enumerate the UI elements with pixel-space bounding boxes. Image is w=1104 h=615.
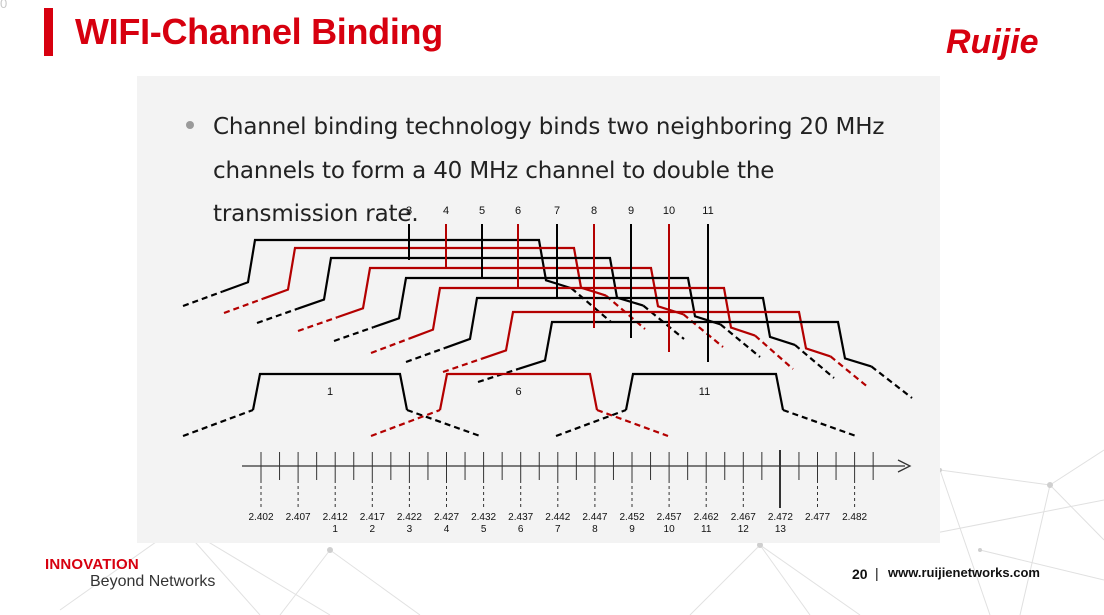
- curve-skirt-left: [182, 290, 223, 308]
- curve-skirt-right: [570, 287, 612, 323]
- frequency-label: 2.417: [360, 512, 385, 523]
- curve-skirt-left: [370, 337, 410, 355]
- curve-skirt-left: [297, 316, 338, 333]
- page-title: WIFI-Channel Binding: [75, 11, 443, 52]
- top-channel-label: 6: [515, 205, 521, 217]
- channel-number-label: 12: [738, 524, 750, 535]
- top-channel-label: 7: [554, 205, 560, 217]
- frequency-label: 2.462: [694, 512, 719, 523]
- curve-skirt-right: [870, 365, 913, 399]
- base-channel-curve: [438, 372, 599, 411]
- channel-number-label: 7: [555, 524, 561, 535]
- content-panel: [137, 76, 940, 543]
- title-accent-bar: [44, 8, 53, 56]
- curve-main: [222, 238, 572, 293]
- curve-skirt-right: [829, 355, 870, 389]
- frequency-label: 2.412: [323, 512, 348, 523]
- frequency-label: 2.442: [545, 512, 570, 523]
- curve-main: [518, 320, 872, 370]
- base-skirt-left: [182, 408, 254, 438]
- footer-separator: |: [875, 565, 879, 581]
- channel-number-label: 11: [701, 524, 712, 535]
- curve-skirt-left: [477, 367, 520, 384]
- frequency-label: 2.432: [471, 512, 496, 523]
- ruijie-logo: Ruijie: [946, 23, 1039, 61]
- base-skirt-left: [555, 408, 627, 438]
- base-channel-label: 6: [515, 386, 521, 398]
- channel-number-label: 10: [664, 524, 676, 535]
- curve-skirt-left: [442, 357, 482, 374]
- frequency-label: 2.447: [582, 512, 607, 523]
- footer-brand-line2: Beyond Networks: [90, 573, 216, 590]
- frequency-label: 2.402: [248, 512, 273, 523]
- frequency-label: 2.477: [805, 512, 830, 523]
- base-channel-curve: [251, 372, 409, 411]
- page-number: 20: [852, 566, 868, 582]
- curve-main: [481, 310, 831, 360]
- curve-main: [408, 286, 756, 340]
- base-channel-label: 1: [327, 386, 333, 398]
- channel-number-label: 9: [629, 524, 635, 535]
- frequency-label: 2.437: [508, 512, 533, 523]
- channel-curves: [182, 238, 913, 399]
- curve-main: [337, 266, 684, 319]
- logo-text: Ruijie: [946, 23, 1039, 61]
- channel-number-label: 13: [775, 524, 787, 535]
- base-channel-labels: 1 6 11: [182, 372, 857, 438]
- corner-mark: 0: [0, 0, 8, 11]
- base-skirt-right: [406, 408, 481, 438]
- channel-number-label: 3: [407, 524, 413, 535]
- curve-main: [297, 256, 644, 310]
- top-channel-label: 9: [628, 205, 634, 217]
- curve-skirt-right: [754, 334, 794, 370]
- curve-skirt-left: [333, 326, 374, 343]
- frequency-label: 2.422: [397, 512, 422, 523]
- frequency-label: 2.472: [768, 512, 793, 523]
- base-skirt-right: [782, 408, 857, 438]
- frequency-label: 2.452: [619, 512, 644, 523]
- channel-number-label: 2: [370, 524, 376, 535]
- axis-arrow: [897, 459, 912, 473]
- top-channel-labels: 3 4 5 6 7 8 9 10 11: [406, 205, 714, 362]
- base-channel-label: 11: [699, 386, 710, 398]
- frequency-label: 2.467: [731, 512, 756, 523]
- curve-skirt-right: [642, 304, 685, 340]
- curve-skirt-right: [682, 313, 724, 348]
- base-skirt-left: [370, 408, 441, 438]
- curve-main: [444, 296, 796, 349]
- top-channel-label: 5: [479, 205, 485, 217]
- website-link[interactable]: www.ruijienetworks.com: [888, 565, 1040, 580]
- bullet-text: Channel binding technology binds two nei…: [213, 114, 885, 227]
- footer-brand-line1: INNOVATION: [45, 556, 139, 573]
- channel-number-label: 6: [518, 524, 524, 535]
- bullet-dot: [186, 121, 194, 129]
- curve-skirt-left: [223, 297, 264, 315]
- channel-number-label: 8: [592, 524, 598, 535]
- top-channel-label: 3: [406, 205, 412, 217]
- top-channel-label: 8: [591, 205, 597, 217]
- curve-main: [373, 276, 721, 329]
- curve-skirt-right: [719, 323, 761, 358]
- base-channel-curve: [624, 372, 785, 411]
- frequency-label: 2.407: [286, 512, 311, 523]
- curve-skirt-right: [794, 344, 835, 379]
- channel-number-label: 4: [444, 524, 450, 535]
- curve-skirt-left: [405, 346, 446, 364]
- frequency-label: 2.457: [657, 512, 682, 523]
- channel-number-label: 1: [332, 524, 338, 535]
- frequency-axis: 2.402 2.407 2.412 2.417 2.422 2.427 2.432 2.437…: [242, 450, 912, 535]
- curve-skirt-left: [256, 307, 299, 325]
- top-channel-label: 10: [663, 205, 675, 217]
- curve-main: [262, 246, 607, 300]
- frequency-label: 2.427: [434, 512, 459, 523]
- channel-number-label: 5: [481, 524, 487, 535]
- base-skirt-right: [596, 408, 669, 438]
- frequency-label: 2.482: [842, 512, 867, 523]
- top-channel-label: 4: [443, 205, 449, 217]
- top-channel-label: 11: [702, 205, 713, 217]
